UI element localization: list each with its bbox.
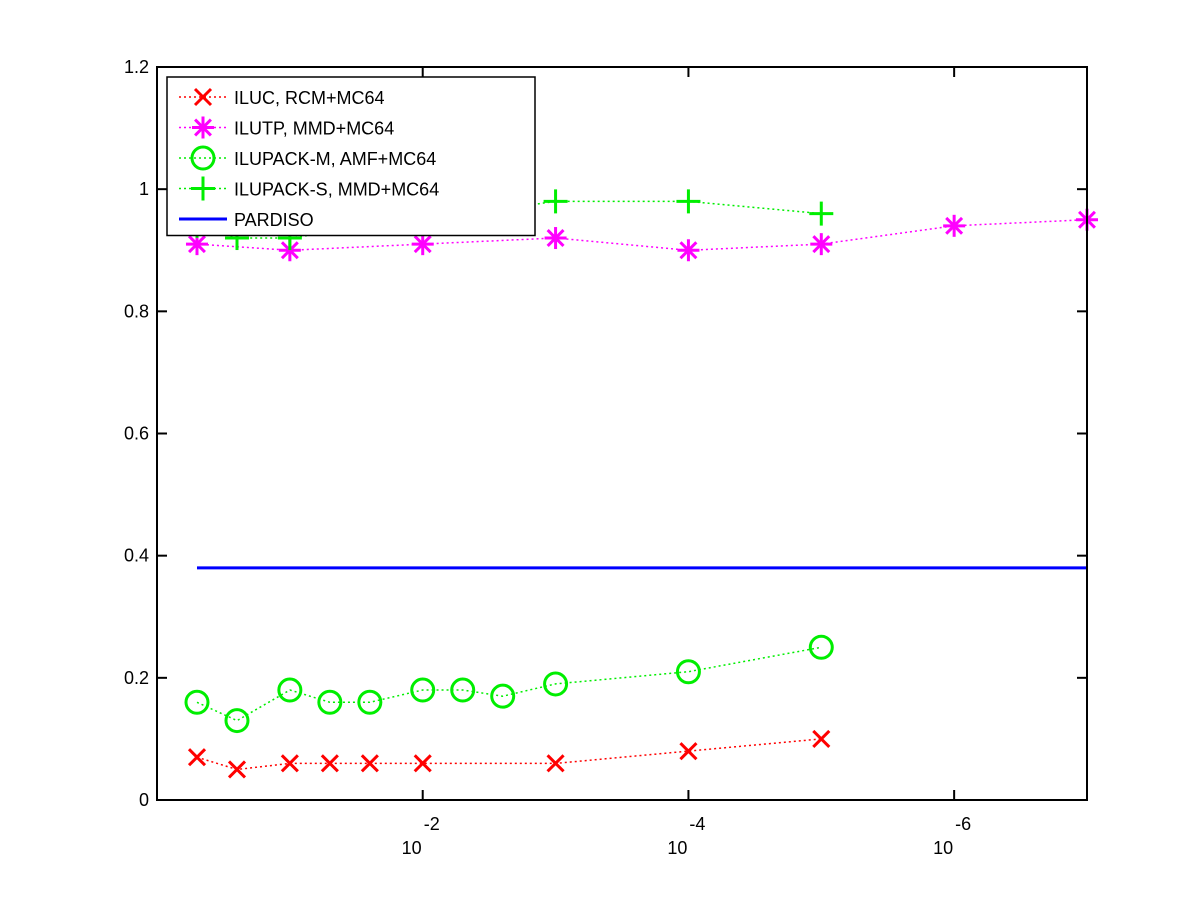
data-point-s1-1	[187, 748, 207, 767]
data-point-s3-10	[675, 659, 701, 685]
data-point-s4-6	[809, 201, 834, 226]
data-point-s1-3	[280, 754, 299, 773]
x-tick-label-exponent-3: -6	[955, 814, 971, 834]
data-point-s3-7	[450, 677, 476, 703]
legend-label-5: PARDISO	[234, 210, 314, 230]
legend-label-2: ILUTP, MMD+MC64	[234, 119, 394, 139]
axes-layer: 00.20.40.60.811.210-210-410-6	[124, 57, 1088, 858]
data-point-s4-5	[676, 189, 701, 214]
legend-marker-2	[192, 116, 214, 139]
legend-entry-4: ILUPACK-S, MMD+MC64	[179, 176, 439, 201]
legend-entry-1: ILUC, RCM+MC64	[179, 87, 385, 108]
data-point-s2-4	[544, 227, 567, 250]
y-tick-label-3: 0.4	[124, 546, 149, 566]
series-line-2	[196, 218, 1088, 252]
legend-label-3: ILUPACK-M, AMF+MC64	[234, 149, 436, 169]
data-point-s1-7	[546, 754, 565, 773]
data-point-s4-4	[543, 189, 568, 214]
legend: ILUC, RCM+MC64 ILUTP, MMD+MC64 ILUPACK-M, …	[166, 76, 536, 237]
legend-entry-3: ILUPACK-M, AMF+MC64	[179, 145, 436, 171]
data-point-s1-9	[812, 729, 831, 748]
data-point-s2-7	[943, 214, 966, 237]
data-point-s2-2	[278, 239, 301, 262]
x-tick-label-exponent-2: -4	[689, 814, 705, 834]
data-point-s3-1	[184, 689, 210, 715]
data-point-s1-2	[227, 760, 247, 779]
legend-box	[166, 76, 536, 237]
y-tick-label-4: 0.6	[124, 424, 149, 444]
data-point-s2-6	[810, 233, 833, 256]
data-point-s2-3	[411, 233, 434, 256]
y-tick-label-5: 0.8	[124, 301, 149, 321]
data-point-s3-2	[224, 708, 250, 734]
legend-marker-3	[190, 145, 216, 171]
series-1	[187, 729, 831, 779]
series-3	[184, 634, 834, 734]
x-tick-label-base-3: 10	[933, 838, 953, 858]
legend-entry-2: ILUTP, MMD+MC64	[179, 116, 394, 139]
data-point-s2-5	[677, 239, 700, 262]
data-point-s2-1	[185, 233, 208, 256]
data-point-s3-9	[543, 671, 569, 697]
x-tick-label-exponent-1: -2	[424, 814, 440, 834]
legend-entry-5: PARDISO	[179, 210, 314, 230]
data-point-s1-5	[360, 754, 379, 773]
legend-label-1: ILUC, RCM+MC64	[234, 88, 385, 108]
data-point-s3-11	[808, 634, 834, 660]
legend-marker-1	[193, 87, 213, 107]
data-point-s3-4	[317, 689, 343, 715]
data-point-s3-3	[277, 677, 303, 703]
data-point-s1-8	[679, 742, 698, 761]
y-tick-label-6: 1	[139, 179, 149, 199]
legend-label-4: ILUPACK-S, MMD+MC64	[234, 180, 439, 200]
data-point-s3-5	[357, 689, 383, 715]
series-2	[185, 208, 1098, 262]
y-tick-label-1: 0	[139, 790, 149, 810]
data-point-s3-8	[490, 683, 516, 709]
x-tick-label-base-1: 10	[402, 838, 422, 858]
legend-marker-4	[191, 176, 215, 201]
series-layer	[184, 189, 1098, 779]
x-tick-label-base-2: 10	[667, 838, 687, 858]
y-tick-label-7: 1.2	[124, 57, 149, 77]
data-point-s3-6	[410, 677, 436, 703]
data-point-s1-4	[320, 754, 339, 773]
data-point-s1-6	[413, 754, 432, 773]
y-tick-label-2: 0.2	[124, 668, 149, 688]
series-line-3	[196, 646, 822, 722]
